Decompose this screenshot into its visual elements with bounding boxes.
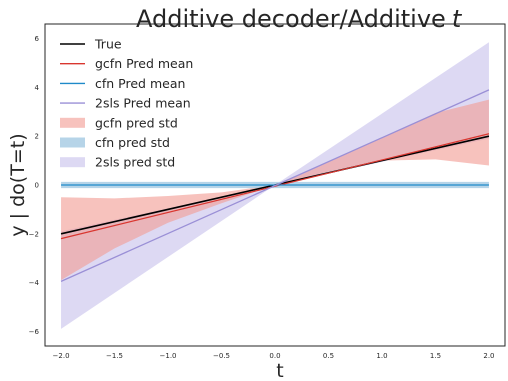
2sls-pred-mean-line xyxy=(60,89,490,282)
x-axis-label: t xyxy=(276,360,283,381)
x-tick-layer: −2.0 −1.5 −1.0 −0.5 0.0 0.5 1.0 1.5 2.0 xyxy=(53,352,495,360)
y-tick-label: −4 xyxy=(29,279,40,287)
legend-swatch-gcfn-pred-std xyxy=(60,117,85,128)
x-tick-label: 0.5 xyxy=(323,352,334,360)
legend-label-2sls-pred-std: 2sls pred std xyxy=(95,155,175,170)
x-tick-label: −0.5 xyxy=(213,352,230,360)
legend-label-gcfn-pred-std: gcfn pred std xyxy=(95,115,178,130)
y-tick-label: 2 xyxy=(35,133,39,141)
legend-label-cfn-pred-std: cfn pred std xyxy=(95,135,170,150)
legend: True gcfn Pred mean cfn Pred mean 2sls Pred… xyxy=(60,37,193,170)
x-tick-label: 2.0 xyxy=(483,352,494,360)
x-tick-label: 1.0 xyxy=(376,352,387,360)
y-tick-label: −6 xyxy=(29,328,40,336)
x-tick-label: −1.5 xyxy=(106,352,123,360)
x-tick-label: 1.5 xyxy=(430,352,441,360)
y-axis-label: y | do(T=t) xyxy=(7,133,29,236)
chart-title-text: Additive decoder/Additive xyxy=(136,5,446,33)
y-tick-label: 4 xyxy=(35,84,40,92)
y-tick-label: 0 xyxy=(35,182,39,190)
x-tick-label: 0.0 xyxy=(269,352,280,360)
legend-label-gcfn-pred-mean: gcfn Pred mean xyxy=(95,56,193,71)
line-layer xyxy=(60,89,490,282)
x-tick-label: −1.0 xyxy=(160,352,177,360)
2sls-pred-std-band xyxy=(61,42,489,329)
legend-swatch-cfn-pred-std xyxy=(60,137,85,148)
plot-frame xyxy=(44,23,506,347)
gcfn-pred-std-band xyxy=(61,99,489,281)
legend-label-2sls-pred-mean: 2sls Pred mean xyxy=(95,96,191,111)
legend-label-cfn-pred-mean: cfn Pred mean xyxy=(95,76,185,91)
chart-title-math: t xyxy=(452,5,463,33)
legend-swatch-2sls-pred-std xyxy=(60,157,85,168)
x-tick-label: −2.0 xyxy=(53,352,70,360)
y-tick-label: −2 xyxy=(29,230,39,238)
chart-title: Additive decoder/Additive t xyxy=(136,5,463,33)
legend-label-true: True xyxy=(94,37,122,52)
y-tick-label: 6 xyxy=(35,35,40,43)
y-tick-layer: −6 −4 −2 0 2 4 6 xyxy=(29,35,40,336)
